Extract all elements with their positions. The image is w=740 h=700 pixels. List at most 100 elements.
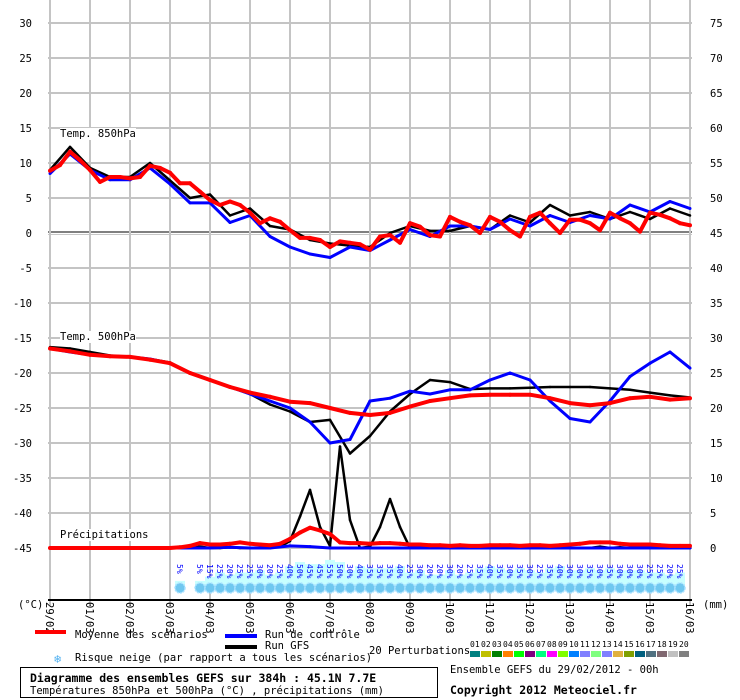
t850-data-point bbox=[688, 214, 692, 217]
perturbation-swatch bbox=[481, 651, 491, 657]
snow-risk-bar bbox=[255, 570, 265, 587]
t850-data-point bbox=[588, 214, 592, 217]
t850-data-point bbox=[268, 224, 272, 228]
precip-data-point bbox=[178, 545, 182, 550]
t500-data-point bbox=[88, 352, 92, 357]
t850-data-point bbox=[388, 238, 392, 242]
t500-data-point bbox=[228, 385, 232, 389]
snowflake-icon bbox=[194, 582, 206, 594]
precip-data-point bbox=[288, 536, 292, 541]
snowflake-icon bbox=[564, 582, 576, 594]
snowflake-icon bbox=[334, 582, 346, 594]
t850-data-point bbox=[118, 175, 122, 179]
precip-data-point bbox=[388, 541, 392, 546]
t500-data-point bbox=[188, 371, 192, 375]
snowflake-icon bbox=[474, 582, 486, 594]
precip-data-point bbox=[308, 488, 312, 492]
t850-data-point bbox=[348, 240, 352, 245]
snow-risk-label: 25% bbox=[215, 564, 224, 579]
date-tick-label: 02/03 bbox=[123, 602, 135, 634]
t850-data-point bbox=[518, 234, 522, 239]
snowflake-icon bbox=[274, 582, 286, 594]
t850-data-point bbox=[308, 252, 312, 256]
right-tick-label: 30 bbox=[710, 333, 723, 345]
precip-data-point bbox=[78, 546, 82, 550]
perturbation-swatch bbox=[668, 651, 678, 657]
t850-data-point bbox=[658, 212, 662, 217]
t850-data-point bbox=[548, 203, 552, 207]
left-tick-label: 15 bbox=[19, 123, 32, 135]
precip-data-point bbox=[98, 546, 102, 550]
t850-data-point bbox=[78, 158, 82, 163]
t500-data-point bbox=[428, 378, 432, 382]
snow-risk-label: 55% bbox=[325, 564, 334, 579]
precip-data-point bbox=[218, 542, 222, 547]
title-box: Diagramme des ensembles GEFS sur 384h : … bbox=[20, 667, 438, 698]
precip-data-point bbox=[408, 542, 412, 547]
snow-risk-bar bbox=[615, 570, 625, 587]
t850-data-point bbox=[338, 239, 342, 244]
precip-data-point bbox=[128, 546, 132, 550]
t500-data-point bbox=[428, 392, 432, 396]
t850-data-point bbox=[188, 196, 192, 200]
t850-data-point bbox=[388, 233, 392, 238]
perturbation-swatch bbox=[547, 651, 557, 657]
t500-data-point bbox=[328, 418, 332, 422]
precip-data-point bbox=[308, 545, 312, 549]
snow-risk-label: 40% bbox=[485, 564, 494, 579]
precip-data-point bbox=[338, 540, 342, 545]
snowflake-icon bbox=[414, 582, 426, 594]
snow-risk-label: 30% bbox=[255, 564, 264, 579]
perturbation-number: 10 bbox=[569, 640, 579, 649]
date-tick-label: 12/03 bbox=[523, 602, 535, 634]
perturbation-swatch bbox=[580, 651, 590, 657]
date-tick-label: 14/03 bbox=[603, 602, 615, 634]
snow-risk-label: 25% bbox=[405, 564, 414, 579]
t850-data-point bbox=[598, 228, 602, 233]
precip-data-point bbox=[238, 540, 242, 545]
t850-data-point bbox=[68, 149, 72, 154]
perturbation-number: 05 bbox=[514, 640, 524, 649]
copyright: Copyright 2012 Meteociel.fr bbox=[450, 683, 637, 697]
t850-data-point bbox=[628, 210, 632, 214]
snow-risk-label: 20% bbox=[665, 564, 674, 579]
precip-data-point bbox=[298, 530, 302, 535]
t850-data-point bbox=[148, 161, 152, 165]
snowflake-icon bbox=[594, 582, 606, 594]
right-tick-label: 0 bbox=[710, 543, 716, 555]
snow-risk-label: 45% bbox=[305, 564, 314, 579]
t500-data-point bbox=[528, 378, 532, 382]
t850-data-point bbox=[148, 163, 152, 168]
precip-data-point bbox=[368, 541, 372, 546]
precip-data-point bbox=[328, 532, 332, 536]
t850-data-point bbox=[328, 256, 332, 259]
snow-risk-bar bbox=[665, 574, 675, 587]
snow-risk-label: 30% bbox=[505, 564, 514, 579]
snowflake-icon bbox=[644, 582, 656, 594]
t500-data-point bbox=[588, 420, 592, 424]
snow-risk-label: 30% bbox=[345, 564, 354, 579]
snow-risk-label: 35% bbox=[475, 564, 484, 579]
t500-data-point bbox=[328, 441, 332, 445]
snow-risk-bar bbox=[535, 572, 545, 587]
snow-risk-bar bbox=[515, 568, 525, 587]
t850-data-point bbox=[168, 179, 172, 182]
t500-data-point bbox=[208, 378, 212, 382]
perturbation-number: 07 bbox=[536, 640, 546, 649]
perturbation-number: 11 bbox=[580, 640, 590, 649]
snow-risk-bar bbox=[275, 572, 285, 587]
snow-risk-label: 25% bbox=[275, 564, 284, 579]
perturbation-swatch bbox=[635, 651, 645, 657]
t500-data-point bbox=[68, 349, 72, 354]
right-tick-label: 75 bbox=[710, 18, 723, 30]
t500-data-point bbox=[568, 401, 572, 406]
t850-data-point bbox=[528, 214, 532, 219]
perturbation-swatch bbox=[492, 651, 502, 657]
perturbation-number: 15 bbox=[624, 640, 634, 649]
snow-risk-label: 40% bbox=[355, 564, 364, 579]
snowflake-icon bbox=[204, 582, 216, 594]
precip-data-point bbox=[168, 546, 172, 550]
t850-data-point bbox=[228, 199, 232, 204]
precip-data-point bbox=[348, 546, 352, 550]
snowflake-icon bbox=[244, 582, 256, 594]
